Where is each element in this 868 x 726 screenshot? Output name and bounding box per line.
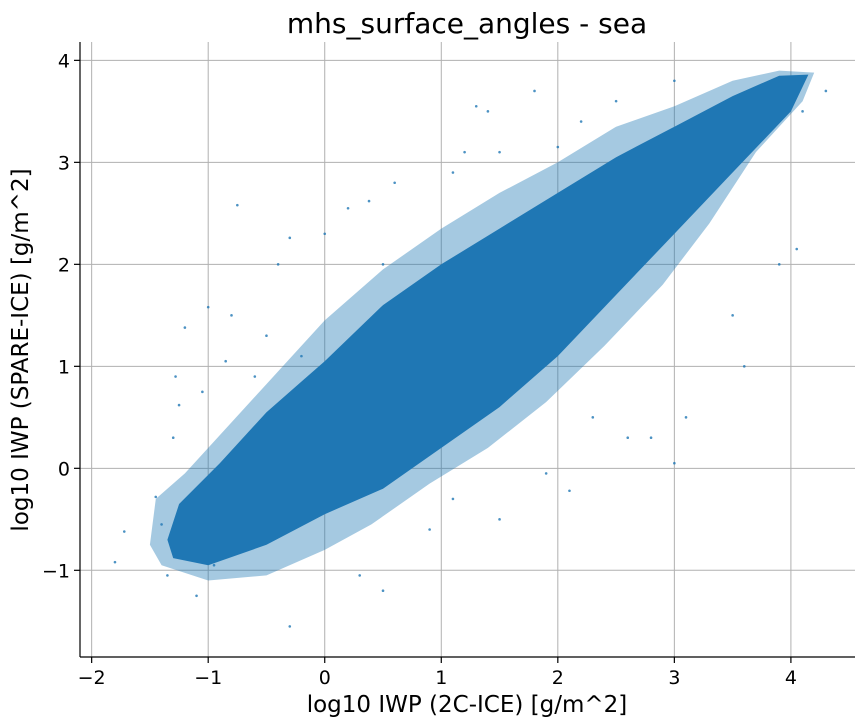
data-point <box>393 181 396 185</box>
data-point <box>498 150 501 154</box>
data-point <box>742 365 746 368</box>
x-tick-label: 0 <box>319 667 331 689</box>
data-point <box>358 574 361 577</box>
data-point <box>206 305 210 309</box>
data-point <box>195 594 198 598</box>
data-point <box>533 89 536 93</box>
data-point <box>463 150 466 154</box>
data-point <box>212 563 216 567</box>
x-axis-label: log10 IWP (2C-ICE) [g/m^2] <box>307 692 628 718</box>
y-tick-label: 4 <box>58 50 70 72</box>
data-point <box>381 589 385 593</box>
data-point <box>230 314 233 317</box>
y-tick-label: −1 <box>42 560 70 582</box>
scatter-core <box>167 74 809 566</box>
data-point <box>673 79 676 83</box>
data-point <box>113 560 117 564</box>
data-point <box>174 375 177 378</box>
y-tick-label: 1 <box>58 356 70 378</box>
data-point <box>224 359 227 363</box>
data-point <box>201 390 204 394</box>
x-tick-label: 4 <box>785 667 797 689</box>
data-point <box>684 416 688 419</box>
data-point <box>428 528 431 531</box>
y-tick-label: 0 <box>58 458 70 480</box>
data-point <box>801 110 804 113</box>
scatter-cloud <box>149 70 815 581</box>
data-point <box>253 375 257 378</box>
data-point <box>346 206 350 210</box>
data-point <box>171 436 175 440</box>
data-point <box>265 334 268 338</box>
data-point <box>177 403 181 407</box>
scatter-points <box>113 79 828 628</box>
data-point <box>777 263 781 266</box>
chart-title: mhs_surface_angles - sea <box>287 7 647 40</box>
x-tick-label: −2 <box>78 667 106 689</box>
data-point <box>544 472 548 475</box>
data-point <box>486 110 490 113</box>
data-point <box>451 497 455 501</box>
data-point <box>824 89 828 93</box>
data-point <box>183 326 187 329</box>
data-point <box>122 530 126 533</box>
data-point <box>367 199 371 203</box>
data-point <box>323 232 327 236</box>
axes <box>79 42 855 658</box>
data-point <box>579 120 583 123</box>
data-point <box>614 99 618 103</box>
x-tick-label: 1 <box>435 667 447 689</box>
data-point <box>236 203 239 207</box>
data-point <box>160 523 163 526</box>
data-point <box>451 171 455 174</box>
data-point <box>498 518 501 521</box>
x-tick-label: 3 <box>668 667 680 689</box>
data-point <box>591 416 595 419</box>
data-point <box>288 236 292 240</box>
data-point <box>626 436 630 440</box>
data-point <box>381 263 385 266</box>
data-point <box>166 574 169 577</box>
data-point <box>300 354 303 358</box>
data-point <box>474 104 478 108</box>
y-axis-label: log10 IWP (SPARE-ICE) [g/m^2] <box>8 168 34 531</box>
data-point <box>795 247 799 251</box>
data-point <box>556 145 560 149</box>
data-point <box>568 489 571 493</box>
data-point <box>288 625 292 628</box>
x-tick-label: −1 <box>194 667 222 689</box>
data-point <box>649 436 653 440</box>
y-tick-label: 2 <box>58 254 70 276</box>
y-tick-label: 3 <box>58 152 70 174</box>
data-point <box>673 461 676 465</box>
x-tick-label: 2 <box>552 667 564 689</box>
data-point <box>276 263 280 266</box>
ticks: −2 −1 0 1 2 3 4 −1 0 1 2 3 4 <box>42 50 797 689</box>
data-point <box>154 495 158 499</box>
data-point <box>731 314 734 317</box>
